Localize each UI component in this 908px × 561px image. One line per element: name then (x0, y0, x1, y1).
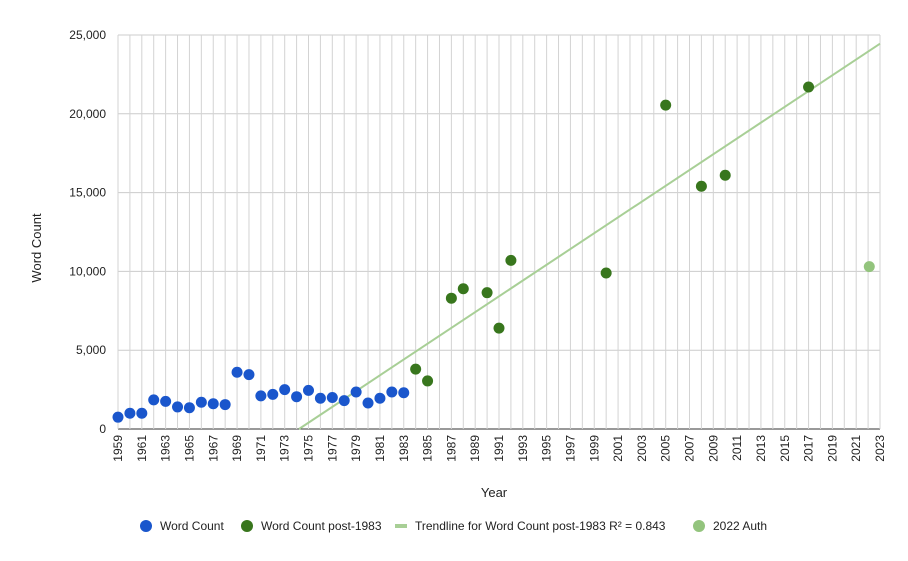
x-tick-label: 2013 (754, 435, 768, 462)
data-point (255, 390, 267, 402)
x-tick-label: 1963 (159, 435, 173, 462)
x-tick-label: 1993 (516, 435, 530, 462)
data-point (350, 386, 362, 398)
x-tick-label: 1981 (373, 435, 387, 462)
data-point (398, 387, 410, 399)
x-tick-label: 2017 (802, 435, 816, 462)
x-tick-label: 1985 (421, 435, 435, 462)
data-point (279, 384, 291, 396)
x-tick-label: 1975 (302, 435, 316, 462)
x-tick-label: 1961 (135, 435, 149, 462)
data-point (148, 394, 160, 406)
x-axis-tick-labels: 1959 1961 1963 1965 1967 1969 1971 1973 1975 1977… (111, 435, 887, 462)
x-tick-label: 2005 (659, 435, 673, 462)
data-point (445, 292, 457, 304)
data-point (863, 261, 875, 273)
legend-label: Word Count (160, 519, 224, 533)
data-point (136, 407, 148, 419)
data-point (326, 391, 338, 403)
legend: Word Count Word Count post-1983 Trendline … (140, 519, 767, 533)
data-point (124, 407, 136, 419)
data-point (303, 384, 314, 396)
data-point (267, 388, 279, 400)
data-point (362, 397, 374, 409)
data-point (291, 391, 303, 403)
data-point (600, 267, 612, 279)
data-point (410, 363, 422, 375)
x-tick-label: 1997 (563, 435, 577, 462)
data-point (422, 375, 434, 387)
x-tick-label: 2021 (849, 435, 863, 462)
data-point (160, 395, 172, 407)
y-tick-label: 5,000 (76, 343, 106, 357)
x-tick-label: 1973 (278, 435, 292, 462)
y-tick-label: 10,000 (69, 264, 106, 278)
data-point (505, 254, 517, 266)
data-point (660, 99, 672, 111)
data-point (112, 411, 124, 423)
gridlines (117, 34, 881, 430)
y-axis-tick-labels: 0 5,000 10,000 15,000 20,000 25,000 (69, 28, 106, 436)
data-point (695, 180, 707, 192)
data-point (183, 402, 195, 414)
data-point (719, 169, 731, 181)
legend-label: 2022 Auth (713, 519, 767, 533)
y-tick-label: 25,000 (69, 28, 106, 42)
y-tick-label: 0 (99, 422, 106, 436)
x-tick-label: 1965 (182, 435, 196, 462)
x-axis-title: Year (481, 485, 508, 500)
x-tick-label: 1991 (492, 435, 506, 462)
data-point (219, 399, 231, 411)
y-tick-label: 20,000 (69, 107, 106, 121)
data-point (172, 401, 184, 413)
data-point (493, 322, 505, 334)
legend-swatch (693, 520, 705, 532)
x-tick-label: 1995 (540, 435, 554, 462)
y-axis-title: Word Count (29, 213, 44, 283)
trendline (298, 42, 881, 430)
x-tick-label: 1977 (325, 435, 339, 462)
x-tick-label: 1967 (206, 435, 220, 462)
data-point (803, 81, 815, 93)
x-tick-label: 2007 (683, 435, 697, 462)
x-tick-label: 1971 (254, 435, 268, 462)
x-tick-label: 2009 (706, 435, 720, 462)
data-point (195, 396, 207, 408)
data-point (231, 366, 243, 378)
x-tick-label: 1999 (587, 435, 601, 462)
x-tick-label: 2023 (873, 435, 887, 462)
x-tick-label: 2001 (611, 435, 625, 462)
x-tick-label: 1969 (230, 435, 244, 462)
x-tick-label: 2015 (778, 435, 792, 462)
data-point (338, 395, 350, 407)
x-tick-label: 2011 (730, 435, 744, 461)
x-tick-label: 1959 (111, 435, 125, 462)
data-point (207, 398, 219, 410)
data-point (481, 287, 493, 299)
data-point (386, 386, 398, 398)
x-tick-label: 2003 (635, 435, 649, 462)
data-point (457, 283, 469, 295)
legend-swatch (241, 520, 253, 532)
x-tick-label: 1987 (444, 435, 458, 462)
y-tick-label: 15,000 (69, 186, 106, 200)
x-tick-label: 2019 (825, 435, 839, 462)
legend-label: Word Count post-1983 (261, 519, 382, 533)
legend-label: Trendline for Word Count post-1983 R² = … (415, 519, 666, 533)
data-points (112, 81, 875, 423)
x-tick-label: 1983 (397, 435, 411, 462)
x-tick-label: 1979 (349, 435, 363, 462)
x-tick-label: 1989 (468, 435, 482, 462)
data-point (314, 392, 326, 404)
legend-swatch (140, 520, 152, 532)
data-point (243, 369, 255, 381)
data-point (374, 392, 386, 404)
